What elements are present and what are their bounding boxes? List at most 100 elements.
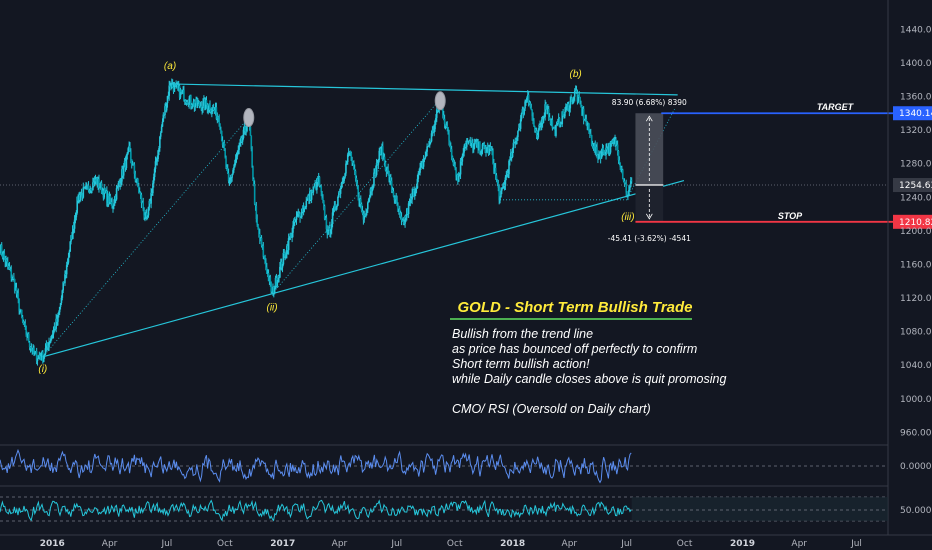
candle-body [158,148,160,151]
candle-body [470,140,472,145]
candle-body [450,149,453,157]
candle-body [395,196,397,200]
candle-body [484,146,486,149]
candle-body [537,129,540,138]
main-price-pane[interactable]: (i) (a) (ii) (b) (iii) 83.90 (6.68%) 8390 -45.… [0,61,932,375]
candle-body [200,105,203,111]
candle-body [133,164,136,174]
candle-body [601,147,604,152]
price-tick-label: 1280.00 [900,160,932,170]
candle-body [288,237,291,239]
candle-body [477,141,479,150]
candle-body [2,253,5,258]
candle-body [495,175,498,180]
candle-body [610,141,613,144]
candle-body [628,186,631,191]
candle-body [231,174,233,178]
candle-body [346,154,349,163]
candle-body [482,144,485,145]
cmo-axis-label: 0.0000 [900,462,932,472]
candle-body [283,252,286,254]
candle-body [135,179,137,181]
candle-body [574,90,577,92]
candle-body [594,143,597,153]
candle-body [190,104,193,107]
candle-body [261,245,264,247]
candle-body [445,125,448,127]
candle-body [56,318,58,322]
candle-body [432,129,435,133]
price-axis[interactable]: 960.00 1000.00 1040.00 1080.00 1120.00 1160.0… [900,25,932,438]
candle-body [570,97,572,101]
candle-body [446,126,449,128]
candle-body [264,255,266,263]
candle-body [392,191,395,197]
candle-body [498,187,500,201]
rsi-pane[interactable]: 50.0000 [0,496,932,522]
candle-body [309,191,312,200]
candle-body [342,180,345,183]
upper-trendline[interactable] [170,83,678,96]
candle-body [447,127,449,135]
candle-body [572,99,574,104]
highlight-ellipse[interactable] [243,108,255,128]
candle-body [546,109,548,111]
candle-body [321,191,323,198]
candle-body [511,148,514,158]
candle-body [336,205,338,208]
candle-body [381,146,383,155]
candle-body [376,162,379,165]
price-tick-label: 1440.00 [900,25,932,35]
candle-body [493,163,495,172]
candle-body [16,293,19,295]
candle-body [435,117,437,122]
candle-body [497,182,500,188]
candle-body [54,326,57,329]
candle-body [523,108,525,115]
time-tick-label: Apr [562,539,578,549]
candle-body [212,107,215,111]
candle-body [540,119,543,126]
lower-trendline[interactable] [42,179,685,358]
candle-body [145,213,147,218]
cmo-pane[interactable]: 0.0000 [0,448,932,484]
candle-body [61,290,64,298]
candle-body [92,182,95,187]
note-line: as price has bounced off perfectly to co… [452,342,697,356]
candle-body [153,168,156,178]
highlight-ellipse[interactable] [434,91,446,111]
candle-body [371,188,374,192]
dotted-projection-line[interactable] [271,98,441,295]
candle-body [581,105,583,115]
candle-body [232,170,234,175]
candle-body [443,118,446,124]
candle-body [380,148,382,155]
candle-body [413,189,415,197]
candle-body [259,237,262,240]
candle-body [220,130,223,141]
candle-body [81,193,84,198]
candle-body [132,162,135,165]
candle-body [548,117,551,120]
candle-body [11,278,13,279]
candle-body [629,180,632,187]
candle-body [103,188,106,198]
candle-body [71,235,73,239]
candle-body [43,354,46,357]
candle-body [195,99,197,106]
time-axis[interactable]: 2016 Apr Jul Oct 2017 Apr Jul Oct 2018 Apr Jul Oct 2… [40,539,862,549]
candle-body [274,277,277,288]
candle-body [408,202,411,204]
candle-body [545,104,547,110]
candle-body [240,138,243,142]
candle-body [170,83,173,88]
candle-body [348,151,351,152]
candle-body [215,107,218,120]
candle-body [131,162,134,165]
candle-body [252,167,254,179]
candle-body [49,341,51,343]
candle-body [211,107,214,112]
candle-body [15,287,18,295]
candle-body [273,287,276,293]
